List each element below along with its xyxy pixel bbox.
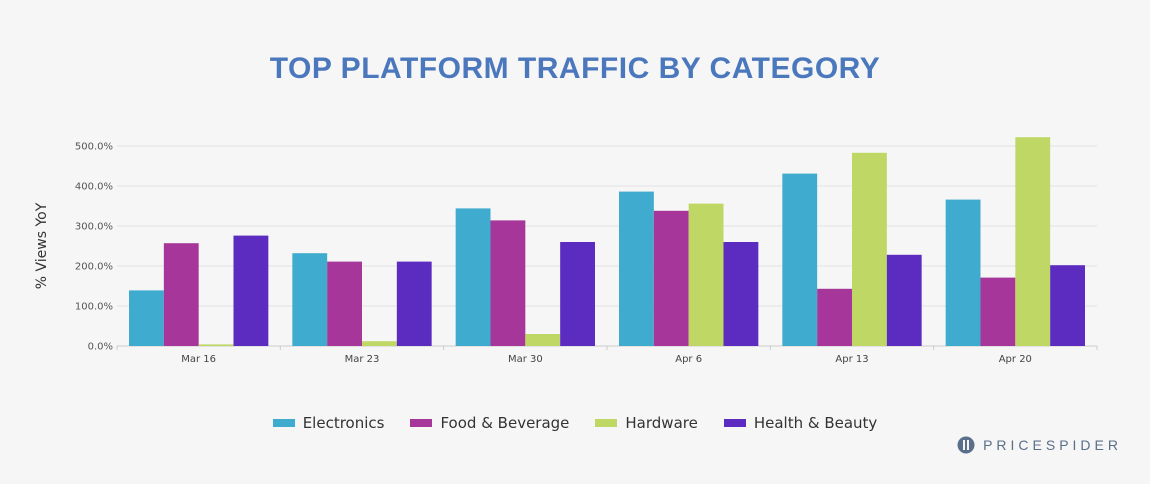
- bar-hardware-3: [688, 203, 724, 346]
- legend-label: Health & Beauty: [753, 414, 878, 432]
- legend-swatch: [272, 419, 295, 427]
- bar-health-beauty-1: [396, 261, 432, 346]
- x-tick-label: Apr 13: [835, 354, 868, 365]
- y-tick-label: 400.0%: [75, 182, 113, 193]
- chart-title: TOP PLATFORM TRAFFIC BY CATEGORY: [269, 52, 881, 85]
- legend-swatch: [410, 419, 433, 427]
- bar-food-beverage-3: [653, 210, 689, 346]
- bar-electronics-1: [292, 253, 328, 346]
- x-tick-label: Mar 30: [508, 354, 543, 365]
- x-tick-label: Apr 20: [999, 354, 1032, 365]
- bar-hardware-2: [525, 334, 561, 346]
- bar-chart: 0.0% 100.0% 200.0% 300.0% 400.0% 500.0% % View…: [34, 137, 1098, 365]
- bar-electronics-2: [455, 208, 491, 346]
- legend-label: Electronics: [302, 414, 385, 432]
- y-tick-label: 500.0%: [75, 142, 113, 153]
- bar-health-beauty-2: [560, 242, 595, 346]
- x-tick-label: Apr 6: [675, 354, 702, 365]
- bar-electronics-0: [129, 290, 164, 346]
- legend-item[interactable]: Hardware: [595, 414, 698, 432]
- y-tick-label: 200.0%: [75, 262, 113, 273]
- legend-label: Food & Beverage: [440, 414, 570, 432]
- brand-name: PRICESPIDER: [983, 437, 1122, 453]
- legend-label: Hardware: [625, 414, 698, 432]
- bar-hardware-0: [198, 344, 234, 346]
- bar-health-beauty-5: [1050, 265, 1085, 346]
- bar-electronics-4: [782, 173, 818, 346]
- bar-food-beverage-0: [163, 243, 199, 346]
- bar-health-beauty-0: [233, 235, 269, 346]
- legend-item[interactable]: Health & Beauty: [723, 414, 878, 432]
- brand-logo: PRICESPIDER: [957, 436, 1122, 454]
- y-tick-label: 0.0%: [88, 342, 113, 353]
- y-axis-label: % Views YoY: [34, 202, 50, 289]
- legend-swatch: [595, 419, 618, 427]
- bar-health-beauty-3: [723, 242, 759, 346]
- bar-food-beverage-4: [817, 288, 852, 346]
- x-tick-label: Mar 23: [345, 354, 380, 365]
- bar-hardware-1: [362, 341, 397, 346]
- bar-food-beverage-2: [490, 220, 526, 346]
- bar-electronics-3: [619, 191, 654, 346]
- x-tick-label: Mar 16: [181, 354, 216, 365]
- legend-swatch: [723, 419, 746, 427]
- legend-item[interactable]: Electronics: [272, 414, 385, 432]
- bar-food-beverage-1: [327, 261, 362, 346]
- bar-electronics-5: [945, 199, 981, 346]
- y-tick-label: 100.0%: [75, 302, 113, 313]
- bar-hardware-4: [852, 152, 887, 346]
- y-tick-label: 300.0%: [75, 222, 113, 233]
- pricespider-logo-icon: [957, 436, 975, 454]
- bar-health-beauty-4: [886, 254, 922, 346]
- legend-item[interactable]: Food & Beverage: [410, 414, 569, 432]
- bar-hardware-5: [1015, 137, 1051, 346]
- bar-food-beverage-5: [980, 277, 1016, 346]
- chart-legend: Electronics Food & Beverage Hardware Health…: [0, 414, 1150, 432]
